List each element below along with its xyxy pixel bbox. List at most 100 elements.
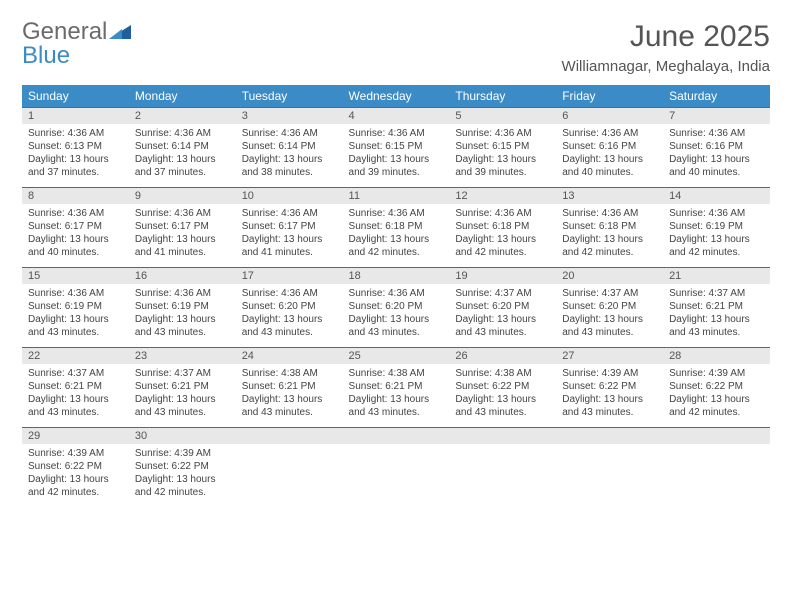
daylight-text: Daylight: 13 hours and 42 minutes.	[135, 473, 230, 499]
daylight-text: Daylight: 13 hours and 43 minutes.	[135, 313, 230, 339]
daylight-text: Daylight: 13 hours and 43 minutes.	[562, 393, 657, 419]
daylight-text: Daylight: 13 hours and 42 minutes.	[562, 233, 657, 259]
day-detail-cell: Sunrise: 4:36 AMSunset: 6:19 PMDaylight:…	[22, 284, 129, 348]
day-number-row: 2930	[22, 428, 770, 445]
daylight-text: Daylight: 13 hours and 42 minutes.	[669, 233, 764, 259]
day-detail-cell	[556, 444, 663, 507]
sunrise-text: Sunrise: 4:38 AM	[455, 367, 550, 380]
weekday-header: Friday	[556, 85, 663, 108]
logo: GeneralBlue	[22, 20, 131, 68]
page-header: GeneralBlue June 2025 Williamnagar, Megh…	[22, 20, 770, 75]
daylight-text: Daylight: 13 hours and 40 minutes.	[562, 153, 657, 179]
day-number-cell: 9	[129, 188, 236, 205]
sunrise-text: Sunrise: 4:36 AM	[28, 127, 123, 140]
day-number-cell: 1	[22, 108, 129, 125]
day-detail-row: Sunrise: 4:39 AMSunset: 6:22 PMDaylight:…	[22, 444, 770, 507]
sunrise-text: Sunrise: 4:38 AM	[242, 367, 337, 380]
sunset-text: Sunset: 6:16 PM	[562, 140, 657, 153]
day-detail-cell: Sunrise: 4:39 AMSunset: 6:22 PMDaylight:…	[663, 364, 770, 428]
day-number-cell	[236, 428, 343, 445]
day-number-cell: 15	[22, 268, 129, 285]
day-number-cell: 22	[22, 348, 129, 365]
sunset-text: Sunset: 6:15 PM	[455, 140, 550, 153]
sunset-text: Sunset: 6:22 PM	[135, 460, 230, 473]
sunset-text: Sunset: 6:16 PM	[669, 140, 764, 153]
day-detail-row: Sunrise: 4:36 AMSunset: 6:17 PMDaylight:…	[22, 204, 770, 268]
sunset-text: Sunset: 6:22 PM	[28, 460, 123, 473]
day-detail-cell	[663, 444, 770, 507]
sunrise-text: Sunrise: 4:39 AM	[562, 367, 657, 380]
sunrise-text: Sunrise: 4:36 AM	[669, 207, 764, 220]
day-number-row: 1234567	[22, 108, 770, 125]
weekday-header: Wednesday	[343, 85, 450, 108]
sunrise-text: Sunrise: 4:36 AM	[455, 127, 550, 140]
day-detail-cell: Sunrise: 4:36 AMSunset: 6:20 PMDaylight:…	[343, 284, 450, 348]
daylight-text: Daylight: 13 hours and 43 minutes.	[455, 313, 550, 339]
sunset-text: Sunset: 6:17 PM	[28, 220, 123, 233]
daylight-text: Daylight: 13 hours and 43 minutes.	[349, 313, 444, 339]
sunrise-text: Sunrise: 4:36 AM	[349, 287, 444, 300]
daylight-text: Daylight: 13 hours and 43 minutes.	[28, 313, 123, 339]
sunset-text: Sunset: 6:21 PM	[242, 380, 337, 393]
day-detail-cell: Sunrise: 4:36 AMSunset: 6:18 PMDaylight:…	[449, 204, 556, 268]
day-number-cell: 11	[343, 188, 450, 205]
day-detail-cell: Sunrise: 4:36 AMSunset: 6:14 PMDaylight:…	[129, 124, 236, 188]
sunset-text: Sunset: 6:20 PM	[562, 300, 657, 313]
day-number-cell	[663, 428, 770, 445]
day-number-cell: 10	[236, 188, 343, 205]
sunset-text: Sunset: 6:17 PM	[135, 220, 230, 233]
sunset-text: Sunset: 6:18 PM	[455, 220, 550, 233]
day-number-cell: 13	[556, 188, 663, 205]
daylight-text: Daylight: 13 hours and 43 minutes.	[242, 313, 337, 339]
daylight-text: Daylight: 13 hours and 40 minutes.	[669, 153, 764, 179]
sunrise-text: Sunrise: 4:36 AM	[135, 127, 230, 140]
sunset-text: Sunset: 6:19 PM	[28, 300, 123, 313]
daylight-text: Daylight: 13 hours and 43 minutes.	[28, 393, 123, 419]
sunset-text: Sunset: 6:20 PM	[242, 300, 337, 313]
sunrise-text: Sunrise: 4:36 AM	[135, 287, 230, 300]
day-detail-cell: Sunrise: 4:36 AMSunset: 6:16 PMDaylight:…	[556, 124, 663, 188]
day-number-cell: 27	[556, 348, 663, 365]
sunset-text: Sunset: 6:17 PM	[242, 220, 337, 233]
day-number-cell: 12	[449, 188, 556, 205]
day-number-cell: 16	[129, 268, 236, 285]
weekday-header-row: Sunday Monday Tuesday Wednesday Thursday…	[22, 85, 770, 108]
daylight-text: Daylight: 13 hours and 43 minutes.	[669, 313, 764, 339]
day-detail-cell	[449, 444, 556, 507]
day-detail-cell: Sunrise: 4:39 AMSunset: 6:22 PMDaylight:…	[22, 444, 129, 507]
month-title: June 2025	[562, 20, 770, 54]
day-number-cell: 4	[343, 108, 450, 125]
day-number-cell	[556, 428, 663, 445]
sunrise-text: Sunrise: 4:37 AM	[669, 287, 764, 300]
day-detail-cell	[343, 444, 450, 507]
day-number-cell	[449, 428, 556, 445]
sunset-text: Sunset: 6:20 PM	[349, 300, 444, 313]
title-block: June 2025 Williamnagar, Meghalaya, India	[562, 20, 770, 75]
sunrise-text: Sunrise: 4:36 AM	[135, 207, 230, 220]
day-number-cell: 18	[343, 268, 450, 285]
day-number-cell: 24	[236, 348, 343, 365]
day-detail-cell: Sunrise: 4:38 AMSunset: 6:21 PMDaylight:…	[343, 364, 450, 428]
sunset-text: Sunset: 6:22 PM	[669, 380, 764, 393]
sunrise-text: Sunrise: 4:36 AM	[349, 127, 444, 140]
day-number-cell: 19	[449, 268, 556, 285]
day-detail-cell: Sunrise: 4:39 AMSunset: 6:22 PMDaylight:…	[129, 444, 236, 507]
sunset-text: Sunset: 6:19 PM	[135, 300, 230, 313]
day-number-cell: 14	[663, 188, 770, 205]
daylight-text: Daylight: 13 hours and 43 minutes.	[349, 393, 444, 419]
day-detail-cell: Sunrise: 4:36 AMSunset: 6:18 PMDaylight:…	[556, 204, 663, 268]
sunset-text: Sunset: 6:21 PM	[135, 380, 230, 393]
calendar-table: Sunday Monday Tuesday Wednesday Thursday…	[22, 85, 770, 507]
day-detail-cell: Sunrise: 4:38 AMSunset: 6:21 PMDaylight:…	[236, 364, 343, 428]
daylight-text: Daylight: 13 hours and 39 minutes.	[349, 153, 444, 179]
day-number-cell: 26	[449, 348, 556, 365]
day-detail-cell: Sunrise: 4:36 AMSunset: 6:15 PMDaylight:…	[449, 124, 556, 188]
sunset-text: Sunset: 6:18 PM	[562, 220, 657, 233]
sunrise-text: Sunrise: 4:36 AM	[349, 207, 444, 220]
day-number-cell: 7	[663, 108, 770, 125]
daylight-text: Daylight: 13 hours and 43 minutes.	[455, 393, 550, 419]
day-number-cell: 23	[129, 348, 236, 365]
daylight-text: Daylight: 13 hours and 37 minutes.	[28, 153, 123, 179]
sunset-text: Sunset: 6:22 PM	[562, 380, 657, 393]
sunrise-text: Sunrise: 4:37 AM	[455, 287, 550, 300]
